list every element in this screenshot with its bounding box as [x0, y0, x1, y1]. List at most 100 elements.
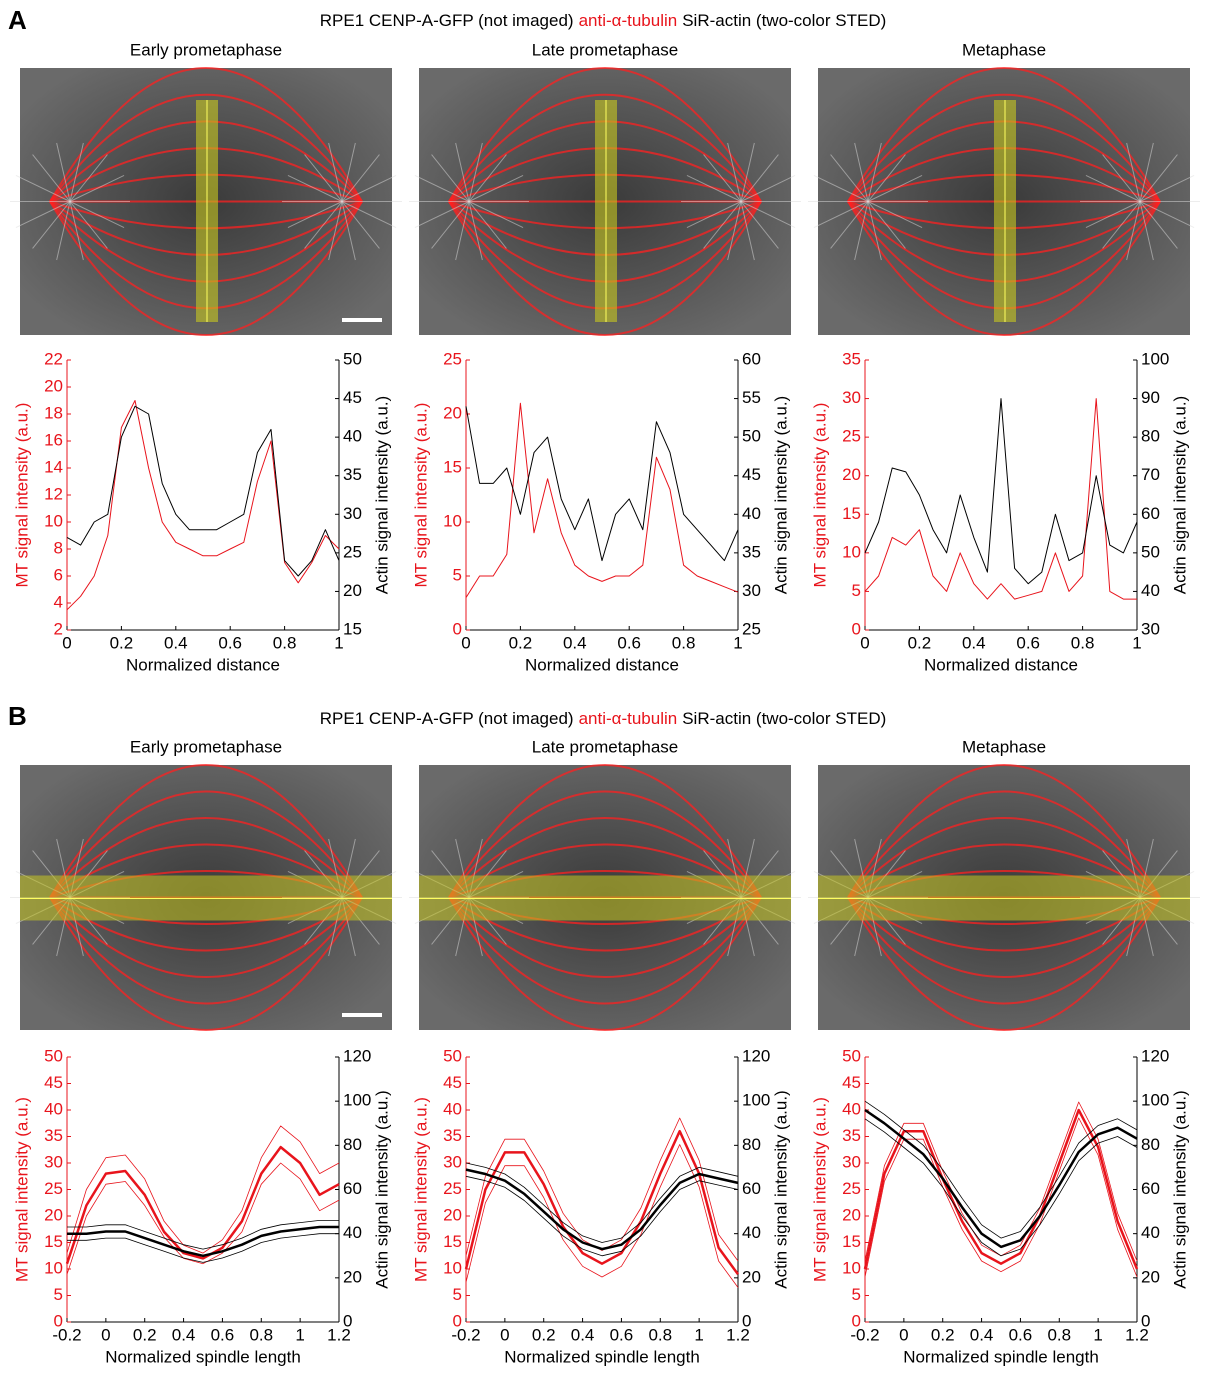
microtubule: [847, 790, 1161, 899]
data-line: [465, 1117, 739, 1262]
y-tick-label: 10: [842, 1258, 861, 1277]
aster-fiber: [830, 154, 869, 202]
aster-fiber: [304, 201, 343, 249]
microtubule: [448, 764, 762, 899]
data-line: [465, 1162, 739, 1243]
aster-fiber: [703, 154, 742, 202]
aster-fiber: [703, 201, 742, 249]
aster-fiber: [1126, 142, 1141, 202]
y2-tick-label: 60: [1141, 504, 1160, 523]
data-line: [67, 1220, 339, 1250]
aster-fiber: [69, 142, 84, 202]
image-title: Late prometaphase: [532, 737, 679, 756]
y-tick-label: 35: [44, 1126, 63, 1145]
y2-tick-label: 35: [343, 465, 362, 484]
microtubule: [847, 843, 1161, 899]
x-tick-label: 0.6: [610, 1325, 634, 1344]
x-tick-label: 0: [860, 633, 869, 652]
aster-fiber: [455, 201, 470, 261]
y2-tick-label: 55: [742, 388, 761, 407]
y-tick-label: 25: [842, 427, 861, 446]
y-tick-label: 25: [443, 1179, 462, 1198]
aster-fiber: [686, 175, 742, 202]
y-tick-label: 12: [44, 484, 63, 503]
y-tick-label: 15: [443, 1232, 462, 1251]
aster-fiber: [69, 175, 125, 202]
x-tick-label: 1.2: [327, 1325, 351, 1344]
y2-tick-label: 80: [1141, 1135, 1160, 1154]
y-tick-label: 10: [44, 1258, 63, 1277]
image-title: Early prometaphase: [130, 40, 282, 59]
y2-tick-label: 30: [343, 504, 362, 523]
aster-fiber: [414, 175, 470, 202]
aster-fiber: [1126, 201, 1141, 261]
y-tick-label: 40: [443, 1099, 462, 1118]
data-line: [465, 406, 739, 562]
y2-tick-label: 15: [343, 619, 362, 638]
y2-tick-label: 20: [742, 1267, 761, 1286]
aster-fiber: [341, 142, 356, 202]
y-tick-label: 20: [44, 376, 63, 395]
aster-fiber: [328, 201, 343, 261]
aster-fiber: [69, 201, 125, 228]
aster-fiber: [69, 154, 108, 202]
x-axis-label: Normalized distance: [525, 655, 679, 674]
data-line: [864, 1100, 1138, 1239]
y2-tick-label: 0: [742, 1311, 751, 1330]
data-line: [864, 1118, 1138, 1257]
microtubule: [448, 67, 762, 203]
x-tick-label: 0.2: [908, 633, 932, 652]
microtubule: [49, 896, 363, 1031]
x-tick-label: 0.8: [648, 1325, 672, 1344]
microtubule: [448, 896, 762, 978]
y-tick-label: 22: [44, 349, 63, 368]
aster-fiber: [328, 142, 343, 202]
data-line: [67, 1233, 339, 1263]
aster-fiber: [32, 201, 71, 249]
aster-fiber: [727, 201, 742, 261]
aster-fiber: [867, 175, 923, 202]
y-tick-label: 45: [44, 1073, 63, 1092]
microtubule: [49, 67, 363, 203]
aster-fiber: [468, 201, 507, 249]
image-title: Early prometaphase: [130, 737, 282, 756]
x-tick-label: 0: [62, 633, 71, 652]
y-tick-label: 20: [842, 1205, 861, 1224]
x-tick-label: 0.4: [172, 1325, 196, 1344]
y-tick-label: 0: [852, 619, 861, 638]
y-tick-label: 25: [44, 1179, 63, 1198]
x-tick-label: 1: [733, 633, 742, 652]
data-line: [67, 1225, 339, 1258]
y2-tick-label: 0: [1141, 1311, 1150, 1330]
microtubule: [49, 896, 363, 952]
aster-fiber: [341, 175, 397, 202]
title-part: SiR-actin (two-color STED): [682, 11, 886, 30]
title-part: anti-α-tubulin: [579, 709, 678, 728]
aster-fiber: [740, 175, 796, 202]
aster-fiber: [1139, 201, 1154, 261]
y2-tick-label: 100: [1141, 1091, 1169, 1110]
x-tick-label: 0.2: [509, 633, 533, 652]
data-line: [864, 398, 1137, 600]
y-tick-label: 10: [443, 1258, 462, 1277]
y2-tick-label: 120: [343, 1046, 371, 1065]
y2-tick-label: 100: [1141, 349, 1169, 368]
x-tick-label: 0.4: [970, 1325, 994, 1344]
y2-tick-label: 60: [1141, 1179, 1160, 1198]
x-tick-label: 1.2: [726, 1325, 750, 1344]
aster-fiber: [867, 201, 882, 261]
y-tick-label: 15: [842, 1232, 861, 1251]
aster-fiber: [341, 154, 380, 202]
y2-tick-label: 35: [742, 542, 761, 561]
y2-tick-label: 40: [1141, 581, 1160, 600]
y-tick-label: 20: [842, 465, 861, 484]
microtubule: [49, 200, 363, 336]
aster-fiber: [867, 201, 923, 228]
y2-axis-label: Actin signal intensity (a.u.): [372, 1090, 391, 1288]
y2-tick-label: 45: [343, 388, 362, 407]
y-tick-label: 20: [44, 1205, 63, 1224]
title-part: anti-α-tubulin: [579, 11, 678, 30]
y2-tick-label: 100: [343, 1091, 371, 1110]
y-tick-label: 5: [453, 1285, 462, 1304]
aster-fiber: [1139, 201, 1195, 228]
